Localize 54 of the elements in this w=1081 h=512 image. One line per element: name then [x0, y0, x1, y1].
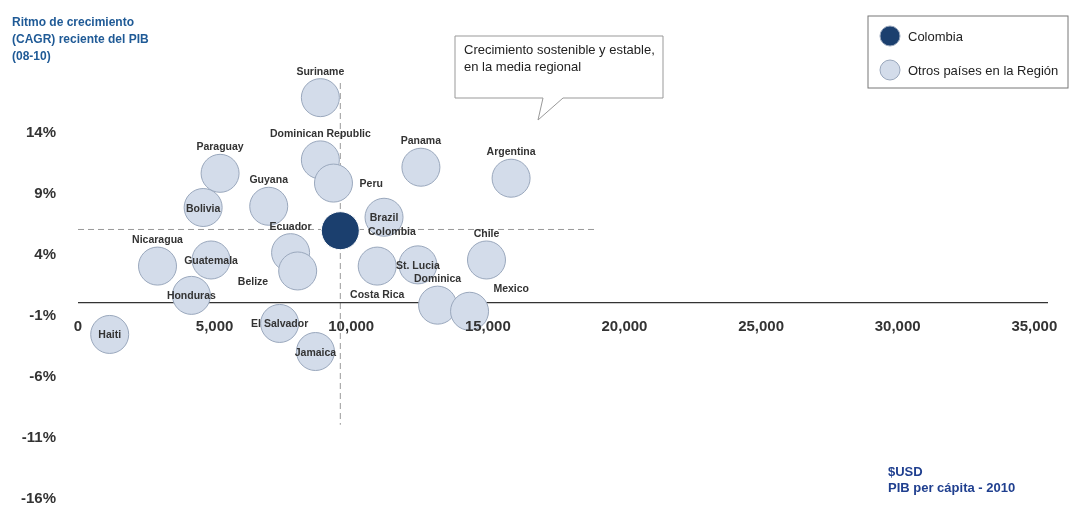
- x-tick-label: 30,000: [874, 316, 921, 334]
- y-tick-label: -1%: [29, 305, 56, 323]
- text: Crecimiento sostenible y estable, en la media regional: [463, 41, 656, 76]
- x-tick-label: 25,000: [738, 316, 785, 334]
- point: [491, 158, 531, 198]
- point: [300, 78, 340, 118]
- annotation: Belize: [237, 274, 269, 287]
- annotation: Nicaragua: [132, 233, 184, 246]
- x-axis-title: $USD PIB per cápita - 2010: [888, 464, 1016, 495]
- annotation: Mexico: [493, 282, 530, 295]
- point: [313, 163, 353, 203]
- point: [320, 211, 360, 251]
- point: [418, 285, 458, 325]
- annotation: Ecuador: [269, 219, 312, 232]
- y-tick-label: 9%: [34, 183, 56, 201]
- annotation: Chile: [473, 226, 500, 239]
- annotation: Colombia: [367, 224, 416, 237]
- point: [200, 153, 240, 193]
- y-tick-label: -11%: [21, 427, 56, 445]
- y-tick-label: -6%: [29, 366, 56, 384]
- legend-label: Colombia: [908, 29, 964, 44]
- point: [138, 246, 178, 286]
- annotation: Honduras: [166, 289, 217, 302]
- point: [466, 240, 506, 280]
- annotation: Jamaica: [294, 345, 337, 358]
- x-tick-label: 5,000: [195, 316, 234, 334]
- annotation: Dominican Republic: [269, 126, 371, 139]
- annotation: Guatemala: [184, 253, 239, 266]
- annotation: Guyana: [249, 173, 289, 186]
- annotation: Brazil: [369, 211, 399, 224]
- x-tick-label: 35,000: [1011, 316, 1058, 334]
- annotation: Argentina: [486, 145, 536, 158]
- y-tick-label: 4%: [34, 244, 56, 262]
- annotation: Bolivia: [185, 201, 221, 214]
- annotation: Costa Rica: [350, 288, 405, 301]
- point: [357, 246, 397, 286]
- x-tick-label: 20,000: [601, 316, 648, 334]
- annotation: El Salvador: [251, 317, 309, 330]
- y-tick-label: 14%: [25, 122, 56, 140]
- x-tick-label: 15,000: [464, 316, 511, 334]
- point: [401, 147, 441, 187]
- legend-label: Otros países en la Región: [908, 63, 1059, 78]
- annotation: Peru: [359, 177, 383, 190]
- annotation: Panama: [400, 134, 442, 147]
- annotation: Paraguay: [196, 140, 244, 153]
- annotation: Dominica: [413, 272, 462, 285]
- y-axis-title: Ritmo de crecimiento (CAGR) reciente del PIB (08-10): [12, 15, 150, 63]
- x-tick-label: 0: [73, 316, 83, 334]
- annotation: St. Lucia: [396, 258, 440, 271]
- annotation: Haiti: [98, 328, 122, 341]
- y-tick-label: -16%: [20, 489, 56, 506]
- annotation: Suriname: [296, 64, 345, 77]
- point: [278, 251, 318, 291]
- x-tick-label: 10,000: [328, 316, 375, 334]
